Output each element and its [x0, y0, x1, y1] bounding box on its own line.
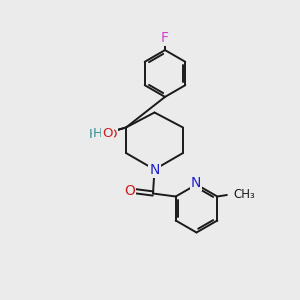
Text: O: O — [124, 184, 135, 198]
Text: H: H — [88, 128, 98, 142]
Text: F: F — [161, 31, 169, 44]
Text: N: N — [149, 163, 160, 176]
Text: N: N — [191, 176, 201, 190]
Text: CH₃: CH₃ — [233, 188, 255, 202]
Text: O: O — [102, 127, 113, 140]
Text: O: O — [106, 128, 117, 142]
Text: H: H — [93, 127, 102, 140]
